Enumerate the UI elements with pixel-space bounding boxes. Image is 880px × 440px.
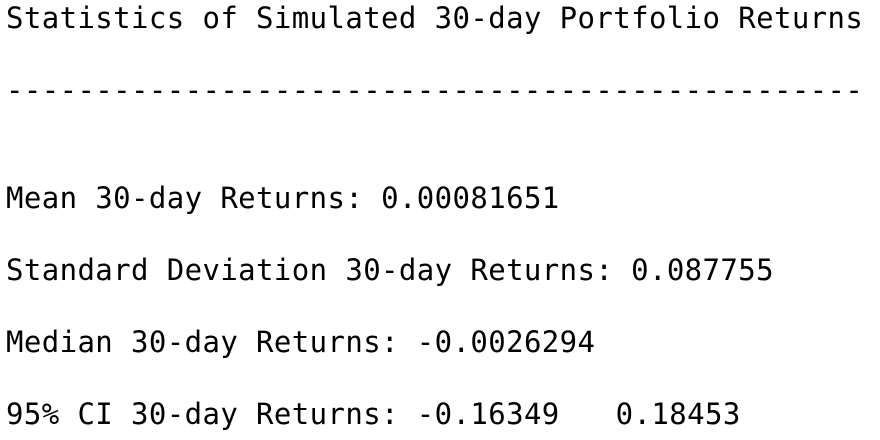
std-returns-line: Standard Deviation 30-day Returns: 0.087… <box>6 252 774 288</box>
std-returns-label: Standard Deviation 30-day Returns: <box>6 253 632 287</box>
mean-returns-line: Mean 30-day Returns: 0.00081651 <box>6 180 560 216</box>
ci-upper-value: 0.18453 <box>615 397 741 431</box>
ci-returns-line: 95% CI 30-day Returns: -0.16349 0.18453 <box>6 396 741 432</box>
ci-returns-label: 95% CI 30-day Returns: <box>6 397 417 431</box>
median-returns-label: Median 30-day Returns: <box>6 325 417 359</box>
ci-lower-value: -0.16349 <box>416 397 560 431</box>
divider-line: ----------------------------------------… <box>6 73 864 107</box>
std-returns-value: 0.087755 <box>631 253 774 287</box>
median-returns-line: Median 30-day Returns: -0.0026294 <box>6 324 595 360</box>
mean-returns-label: Mean 30-day Returns: <box>6 181 382 215</box>
median-returns-value: -0.0026294 <box>416 325 596 359</box>
output-title: Statistics of Simulated 30-day Portfolio… <box>6 1 864 35</box>
mean-returns-value: 0.00081651 <box>381 181 560 215</box>
